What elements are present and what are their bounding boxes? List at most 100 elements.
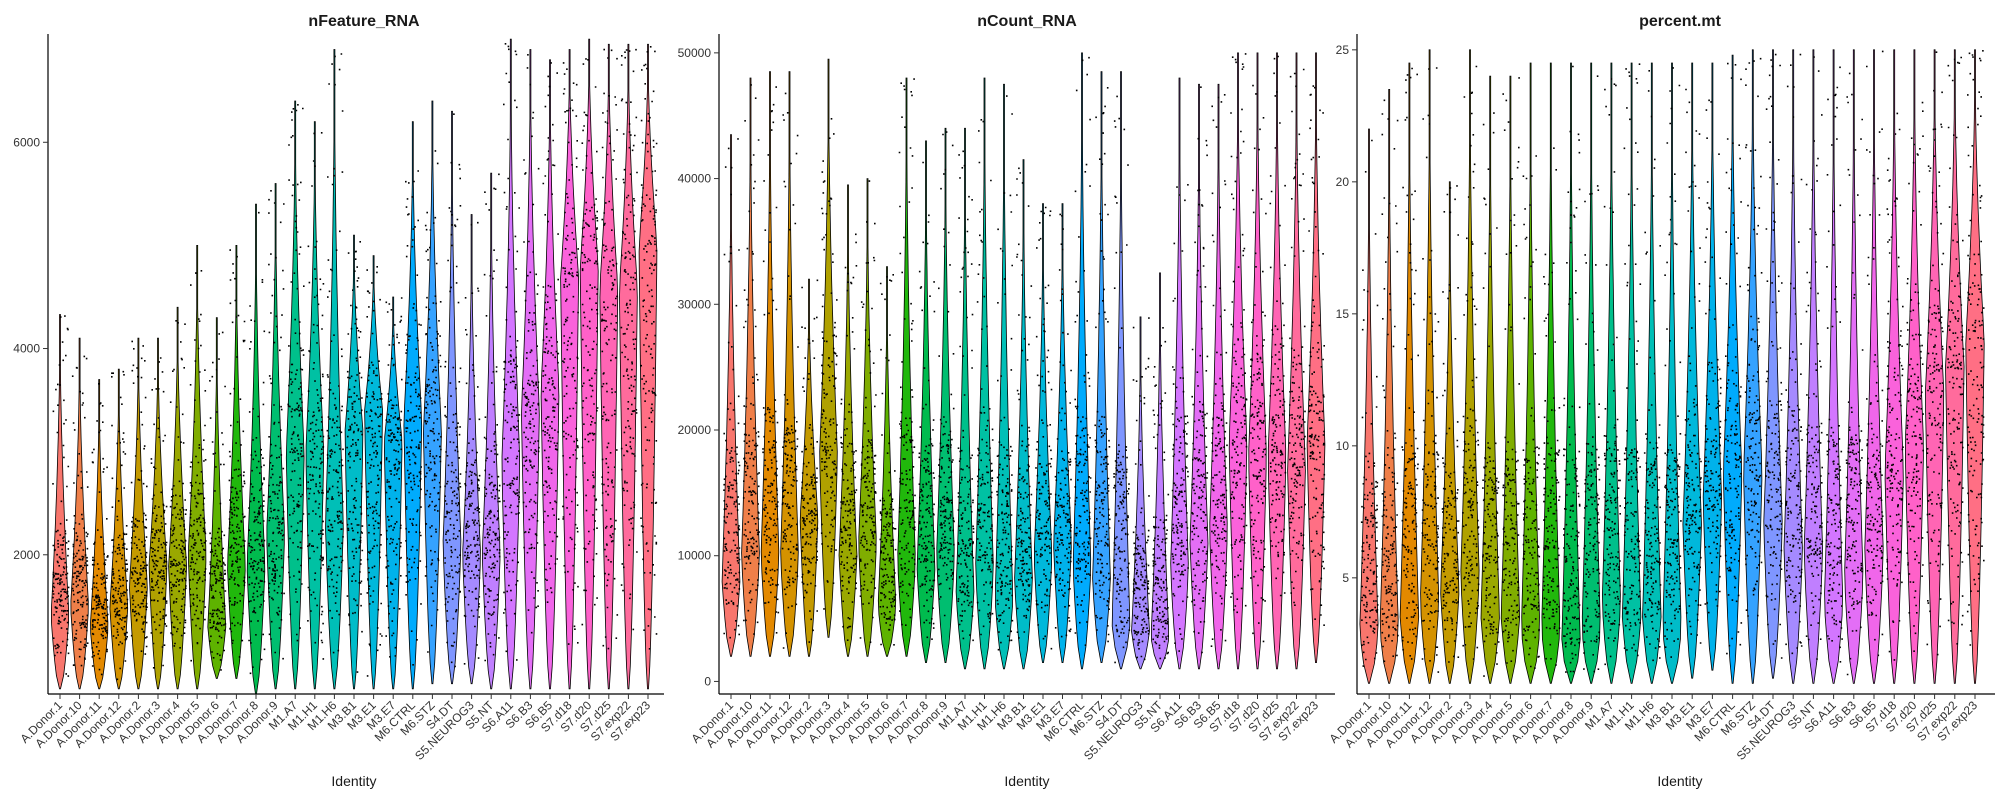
violin-shape (721, 134, 741, 657)
violin-A.Donor.9 (936, 127, 955, 663)
violin-A.Donor.6 (877, 266, 897, 657)
violin-shape (70, 337, 89, 690)
violin-A.Donor.1 (51, 314, 70, 690)
violin-shape (1601, 62, 1621, 684)
x-axis-label: Identity (1657, 773, 1702, 789)
violin-S7.d25 (1267, 52, 1287, 670)
jitter-points (879, 274, 897, 646)
violin-A.Donor.10 (1379, 89, 1399, 684)
violin-shape (1844, 49, 1864, 684)
violin-shape (936, 127, 955, 663)
violin-shape (1803, 49, 1824, 684)
jitter-points (1643, 70, 1662, 662)
violin-shape (383, 296, 403, 690)
violin-A.Donor.9 (266, 183, 285, 690)
violin-shape (1824, 49, 1844, 684)
violin-S7.d18 (1228, 52, 1248, 670)
violin-A.Donor.3 (1460, 49, 1480, 684)
panel-ncount-rna: nCount_RNA Identity 0 10000 20000 30000 4000… (678, 13, 1335, 789)
violin-A.Donor.5 (1500, 75, 1521, 684)
violin-A.Donor.2 (129, 337, 148, 690)
violin-shape (1034, 203, 1052, 663)
y-tick-label: 10 (1336, 439, 1350, 453)
violin-S6.B3 (1844, 49, 1864, 684)
violin-shape (799, 278, 819, 657)
violin-shape (1306, 52, 1326, 663)
panel-title: nCount_RNA (977, 13, 1077, 30)
violin-M3.B1 (1662, 62, 1682, 684)
y-tick-label: 10000 (678, 549, 712, 563)
violin-M6.CTRL (403, 121, 423, 690)
violin-shape (760, 71, 780, 657)
violin-M6.CTRL (1072, 52, 1092, 670)
violin-shape (403, 121, 423, 690)
jitter-points (150, 357, 168, 669)
violin-shape (305, 121, 324, 690)
violin-S7.d20 (1904, 49, 1924, 684)
y-tick-label: 30000 (678, 297, 712, 311)
jitter-points (1926, 51, 1945, 656)
x-axis-label: Identity (1004, 773, 1049, 789)
violin-M3.E7 (1702, 62, 1723, 671)
violin-M1.H1 (305, 121, 325, 690)
jitter-points (742, 84, 760, 635)
jitter-points (1966, 50, 1985, 646)
violin-S4.DT (442, 110, 462, 685)
violin-A.Donor.12 (780, 71, 799, 657)
jitter-points (1744, 57, 1763, 617)
jitter-points (111, 370, 129, 681)
violin-S7.d25 (1925, 49, 1945, 684)
violin-shape (481, 172, 501, 690)
violin-shape (916, 140, 936, 663)
jitter-points (1250, 84, 1267, 643)
violin-M1.A7 (1601, 62, 1621, 684)
violin-A.Donor.2 (799, 278, 819, 657)
violin-shape (109, 368, 129, 690)
y-tick-label: 5 (1342, 571, 1349, 585)
jitter-points (483, 173, 501, 662)
violin-M3.E7 (383, 296, 403, 690)
jitter-points (189, 270, 207, 662)
jitter-points (1684, 88, 1702, 644)
y-tick-label: 6000 (13, 135, 40, 149)
violin-A.Donor.8 (246, 203, 266, 695)
violin-S5.NT (1803, 49, 1824, 684)
jitter-points (1563, 65, 1581, 673)
violin-shape (955, 127, 975, 670)
violin-shape (1072, 52, 1092, 670)
violin-shape (1884, 49, 1904, 684)
violin-S5.NEUROG3 (1131, 316, 1150, 670)
jitter-points (169, 320, 187, 649)
violin-A.Donor.12 (1420, 49, 1440, 684)
violin-shape (1621, 62, 1642, 684)
jitter-points (723, 138, 741, 639)
violin-A.Donor.1 (721, 134, 741, 657)
violin-S7.d20 (1248, 52, 1267, 670)
violin-shape (1743, 49, 1763, 684)
violin-shape (148, 337, 168, 690)
violin-A.Donor.3 (819, 58, 838, 638)
jitter-points (71, 355, 89, 667)
violin-shape (325, 49, 344, 690)
violin-S7.exp22 (1287, 52, 1306, 670)
violin-A.Donor.4 (168, 306, 188, 690)
violin-shape (858, 178, 877, 657)
violin-A.Donor.6 (207, 317, 227, 679)
violin-S5.NEUROG3 (462, 214, 481, 685)
violin-M1.H6 (995, 83, 1014, 670)
jitter-points (444, 113, 462, 668)
violin-shape (266, 183, 285, 690)
y-tick-label: 20000 (678, 423, 712, 437)
violin-A.Donor.11 (1399, 62, 1420, 684)
violin-shape (246, 203, 266, 695)
jitter-points (957, 150, 975, 642)
violin-shape (579, 38, 599, 690)
jitter-points (346, 241, 364, 673)
violin-shape (819, 58, 838, 638)
violin-shape (344, 234, 364, 690)
violin-shape (1053, 203, 1072, 663)
violin-shape (51, 314, 69, 690)
violin-S6.A11 (501, 38, 521, 690)
violin-A.Donor.7 (1541, 62, 1561, 684)
